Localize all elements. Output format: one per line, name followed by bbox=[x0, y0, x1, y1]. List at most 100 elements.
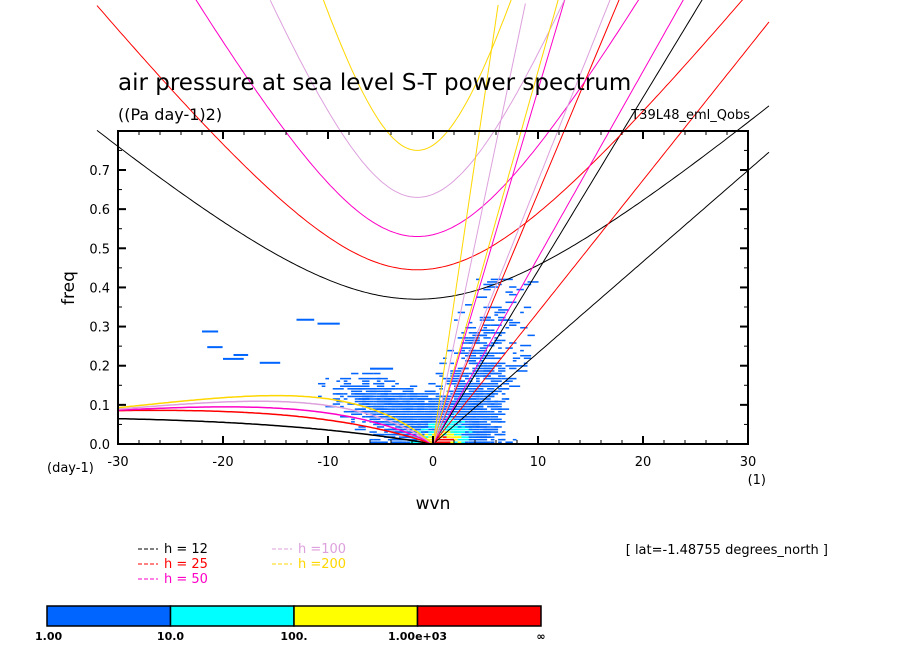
heatmap-cell bbox=[483, 436, 495, 438]
heatmap-cell bbox=[398, 418, 403, 421]
heatmap-cell bbox=[468, 352, 477, 354]
heatmap-cell bbox=[358, 408, 363, 410]
heatmap-cell bbox=[435, 403, 440, 405]
x-tick-label: 0 bbox=[429, 455, 437, 470]
heatmap-cell bbox=[380, 441, 388, 443]
heatmap-cell bbox=[354, 428, 366, 431]
heatmap-cell bbox=[468, 388, 473, 390]
heatmap-cell bbox=[373, 421, 385, 423]
heatmap-cell bbox=[431, 426, 436, 428]
heatmap-cell bbox=[428, 398, 440, 400]
heatmap-cell bbox=[476, 372, 480, 375]
heatmap-cell bbox=[483, 413, 495, 416]
x-axis: -30 -20 -10 0 10 20 30 bbox=[107, 131, 756, 470]
heatmap-cell bbox=[395, 388, 399, 390]
heatmap-cell bbox=[402, 428, 410, 431]
heatmap-cell bbox=[380, 405, 385, 408]
heatmap-cell bbox=[409, 395, 421, 398]
heatmap-cell bbox=[358, 390, 363, 393]
heatmap-cell bbox=[476, 296, 488, 298]
heatmap-cell bbox=[362, 388, 374, 390]
heatmap-cell bbox=[468, 342, 480, 344]
heatmap-cell bbox=[351, 421, 355, 423]
heatmap-cell bbox=[406, 408, 410, 410]
heatmap-cell bbox=[420, 408, 425, 410]
heatmap-cell bbox=[476, 426, 480, 428]
heatmap-cell bbox=[479, 393, 491, 395]
heatmap-cell bbox=[509, 385, 521, 388]
heatmap-cell bbox=[435, 372, 443, 375]
heatmap-cell bbox=[347, 403, 355, 405]
heatmap-cell bbox=[494, 352, 499, 354]
heatmap-cell bbox=[494, 403, 502, 405]
heatmap-cell bbox=[259, 361, 281, 364]
heatmap-cell bbox=[479, 360, 484, 362]
heatmap-cell bbox=[494, 342, 499, 344]
heatmap-cell bbox=[468, 332, 473, 334]
heatmap-cell bbox=[325, 377, 330, 380]
heatmap-cell bbox=[498, 316, 506, 319]
heatmap-cell bbox=[490, 405, 502, 408]
heatmap-cell bbox=[472, 370, 480, 372]
heatmap-cell bbox=[476, 423, 480, 426]
heatmap-cell bbox=[465, 441, 469, 443]
heatmap-cell bbox=[512, 357, 521, 360]
heatmap-cell bbox=[428, 400, 436, 403]
heatmap-cell bbox=[461, 400, 466, 403]
heatmap-cell bbox=[454, 400, 458, 403]
heatmap-cell bbox=[505, 377, 517, 380]
heatmap-cell bbox=[476, 377, 480, 380]
heatmap-cell bbox=[376, 388, 388, 390]
heatmap-cell bbox=[402, 403, 410, 405]
heatmap-cell bbox=[420, 428, 425, 431]
heatmap-cell bbox=[454, 408, 458, 410]
heatmap-cell bbox=[457, 410, 466, 413]
heatmap-cell bbox=[362, 416, 366, 418]
heatmap-cell bbox=[413, 418, 418, 421]
plot-frame bbox=[117, 130, 749, 445]
heatmap-cell bbox=[468, 428, 473, 431]
heatmap-cell bbox=[483, 385, 488, 388]
heatmap-cell bbox=[450, 362, 454, 365]
heatmap-cell bbox=[395, 410, 399, 413]
x-tick-label: -20 bbox=[212, 455, 233, 470]
heatmap-cell bbox=[454, 433, 458, 436]
kelvin-wave-curve bbox=[432, 21, 770, 445]
kelvin-wave-curve bbox=[432, 151, 770, 445]
heatmap-cell bbox=[435, 393, 440, 395]
heatmap-cell bbox=[428, 436, 432, 438]
kelvin-wave-curve bbox=[432, 0, 684, 445]
heatmap-cell bbox=[373, 418, 377, 421]
heatmap-cell bbox=[450, 423, 454, 426]
heatmap-cell bbox=[516, 321, 521, 324]
heatmap-cell bbox=[373, 423, 377, 426]
heatmap-cell bbox=[406, 413, 410, 416]
heatmap-cell bbox=[398, 426, 403, 428]
heatmap-cell bbox=[420, 400, 425, 403]
heatmap-cell bbox=[476, 382, 484, 385]
heatmap-cell bbox=[472, 388, 477, 390]
heatmap-cell bbox=[457, 426, 466, 428]
heatmap-cell bbox=[384, 405, 388, 408]
heatmap-cell bbox=[343, 382, 352, 385]
heatmap-cell bbox=[487, 410, 491, 413]
heatmap-cell bbox=[457, 405, 466, 408]
heatmap-cell bbox=[487, 367, 495, 370]
heatmap-cell bbox=[501, 388, 510, 390]
heatmap-cell bbox=[483, 306, 488, 309]
colorbar-label: 100. bbox=[280, 630, 307, 643]
heatmap-cell bbox=[490, 329, 495, 332]
heatmap-cell bbox=[428, 382, 436, 385]
heatmap-cell bbox=[498, 421, 506, 423]
heatmap-cell bbox=[483, 362, 488, 365]
heatmap-cell bbox=[402, 410, 410, 413]
heatmap-cell bbox=[420, 410, 425, 413]
heatmap-cell bbox=[494, 426, 499, 428]
heatmap-cell bbox=[487, 365, 495, 367]
heatmap-cell bbox=[376, 423, 381, 426]
heatmap-cell bbox=[413, 441, 418, 443]
heatmap-cell bbox=[494, 365, 502, 367]
heatmap-cell bbox=[358, 393, 366, 395]
heatmap-cell bbox=[494, 428, 499, 431]
heatmap-cell bbox=[479, 410, 488, 413]
